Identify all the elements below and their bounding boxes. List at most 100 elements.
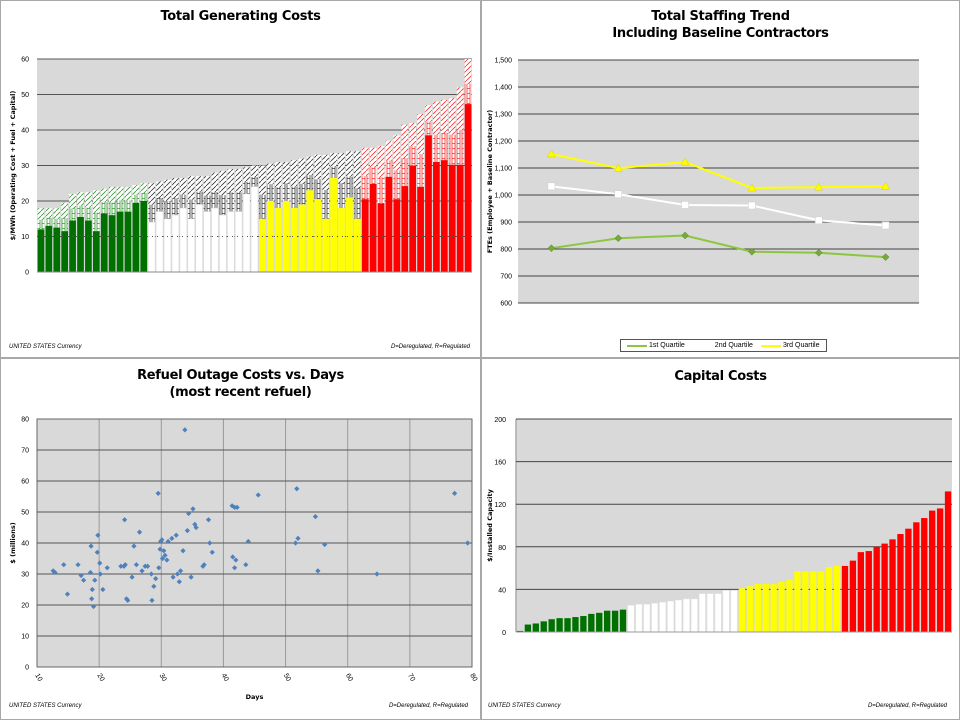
bar-operating-segment bbox=[346, 197, 353, 272]
staffing-trend-chart: 600 700 800 900 1,000 1,100 1,200 1,300 1,400 1,5… bbox=[486, 58, 919, 308]
generating-costs-chart: 0 10 20 30 40 50 60 $/MWh (Operating Cost + Fue… bbox=[9, 57, 472, 277]
scatter-point bbox=[176, 579, 182, 585]
bar-operating-segment bbox=[298, 204, 306, 272]
bar bbox=[865, 551, 872, 632]
bar-fuel-segment bbox=[164, 201, 171, 219]
bar-capital-segment bbox=[124, 186, 132, 201]
bar-capital-segment bbox=[140, 183, 148, 194]
triangle-marker-icon bbox=[760, 341, 781, 350]
bar bbox=[714, 593, 722, 633]
bar-fuel-segment bbox=[132, 194, 140, 203]
scatter-point bbox=[161, 548, 167, 554]
bar-operating-segment bbox=[45, 225, 53, 272]
bar bbox=[778, 581, 785, 632]
x-tick-label: 60 bbox=[344, 673, 354, 683]
bar-fuel-segment bbox=[227, 192, 235, 212]
bar-operating-segment bbox=[179, 207, 187, 273]
bar-capital-segment bbox=[266, 163, 274, 185]
bar-operating-segment bbox=[140, 201, 148, 272]
bar-operating-segment bbox=[37, 229, 45, 272]
data-point bbox=[680, 157, 690, 166]
scatter-point bbox=[164, 557, 170, 563]
bar-operating-segment bbox=[235, 211, 243, 273]
scatter-point bbox=[156, 565, 162, 571]
scatter-point bbox=[92, 577, 98, 583]
bar-fuel-segment bbox=[100, 202, 108, 214]
y-tick-label: 120 bbox=[494, 502, 506, 509]
x-tick-label: 70 bbox=[406, 673, 416, 683]
bar bbox=[825, 567, 833, 632]
y-tick-label: 60 bbox=[21, 479, 29, 486]
bar-operating-segment bbox=[393, 199, 401, 272]
bar-fuel-segment bbox=[369, 167, 377, 184]
bar-capital-segment bbox=[148, 183, 156, 205]
scatter-point bbox=[104, 565, 110, 571]
bar-fuel-segment bbox=[69, 208, 76, 221]
scatter-point bbox=[165, 538, 171, 545]
scatter-point bbox=[97, 571, 103, 577]
bar-capital-segment bbox=[100, 188, 108, 203]
bar-operating-segment bbox=[330, 177, 337, 272]
data-point bbox=[613, 163, 623, 172]
currency-note: UNITED STATES Currency bbox=[9, 344, 82, 350]
scatter-point bbox=[374, 571, 380, 577]
x-tick-label: 40 bbox=[220, 673, 230, 683]
bar-operating-segment bbox=[163, 218, 172, 273]
bar-capital-segment bbox=[45, 208, 53, 218]
bar-fuel-segment bbox=[211, 192, 219, 209]
bar bbox=[675, 599, 682, 633]
bar-operating-segment bbox=[274, 208, 282, 272]
bar-capital-segment bbox=[377, 145, 385, 178]
bar-operating-segment bbox=[227, 211, 235, 273]
bar bbox=[786, 579, 793, 632]
bar-fuel-segment bbox=[330, 166, 337, 178]
bar-capital-segment bbox=[298, 158, 306, 184]
bar-capital-segment bbox=[37, 208, 45, 220]
scatter-point bbox=[81, 577, 87, 583]
bar-operating-segment bbox=[242, 193, 251, 273]
bar-capital-segment bbox=[251, 165, 258, 178]
bar-fuel-segment bbox=[377, 177, 385, 204]
bar-operating-segment bbox=[377, 203, 385, 272]
bar-fuel-segment bbox=[306, 175, 314, 191]
bar-fuel-segment bbox=[425, 121, 432, 136]
bar bbox=[913, 522, 920, 632]
scatter-point bbox=[174, 571, 181, 577]
y-tick-label: 70 bbox=[21, 448, 29, 455]
bar bbox=[873, 546, 880, 632]
bar bbox=[833, 565, 841, 632]
bar-operating-segment bbox=[353, 218, 361, 272]
bar-operating-segment bbox=[132, 202, 140, 272]
bar-fuel-segment bbox=[116, 200, 124, 212]
y-tick-label: 0 bbox=[25, 665, 29, 672]
bar-fuel-segment bbox=[417, 154, 424, 187]
bar-capital-segment bbox=[306, 156, 314, 176]
bar bbox=[667, 600, 674, 633]
scatter-point bbox=[145, 563, 151, 569]
bar-capital-segment bbox=[440, 99, 448, 134]
bar-operating-segment bbox=[456, 164, 464, 272]
bar-operating-segment bbox=[171, 214, 180, 273]
bar-fuel-segment bbox=[108, 202, 116, 216]
bar-operating-segment bbox=[361, 199, 369, 272]
data-point bbox=[747, 183, 757, 192]
bar-operating-segment bbox=[385, 176, 393, 272]
bar-capital-segment bbox=[77, 192, 84, 206]
bar-capital-segment bbox=[409, 122, 417, 147]
y-tick-label: 0 bbox=[502, 630, 506, 637]
bar-operating-segment bbox=[108, 215, 116, 272]
bar-capital-segment bbox=[179, 177, 187, 195]
scatter-point bbox=[201, 562, 207, 568]
data-point bbox=[681, 201, 689, 209]
bar-capital-segment bbox=[203, 176, 211, 196]
bar bbox=[698, 593, 706, 633]
y-tick-label: 50 bbox=[21, 92, 29, 99]
bar-capital-segment bbox=[195, 176, 203, 192]
data-point bbox=[814, 182, 824, 191]
y-tick-label: 30 bbox=[21, 163, 29, 170]
bar-capital-segment bbox=[322, 154, 330, 190]
data-point bbox=[814, 248, 823, 257]
bar-fuel-segment bbox=[290, 186, 298, 209]
data-point bbox=[681, 231, 689, 240]
bar-fuel-segment bbox=[346, 176, 353, 198]
